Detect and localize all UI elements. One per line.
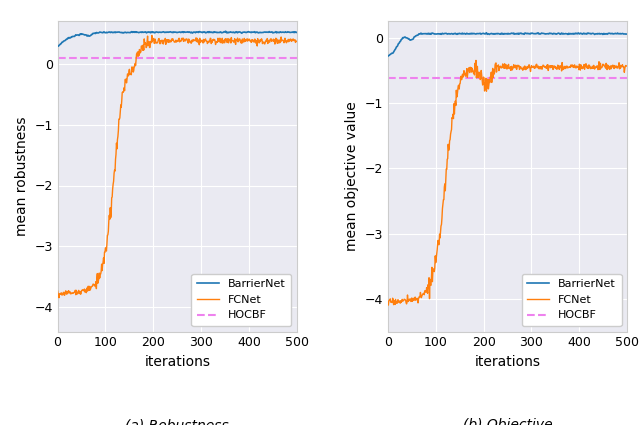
X-axis label: iterations: iterations [144, 355, 211, 369]
BarrierNet [288, 30, 296, 35]
Line: FCNet: FCNet [388, 60, 627, 305]
FCNet [500, 64, 508, 69]
Line: BarrierNet: BarrierNet [388, 33, 627, 56]
FCNet [499, 64, 506, 69]
BarrierNet [499, 31, 507, 37]
BarrierNet [292, 30, 300, 35]
FCNet [623, 63, 630, 68]
FCNet [184, 40, 191, 45]
FCNet [472, 58, 480, 63]
BarrierNet [54, 44, 62, 49]
BarrierNet [250, 29, 258, 34]
FCNet [54, 289, 61, 294]
FCNet [292, 39, 300, 44]
FCNet [385, 303, 392, 308]
FCNet [250, 40, 258, 45]
HOCBF [384, 76, 392, 81]
FCNet [170, 38, 177, 43]
X-axis label: iterations: iterations [474, 355, 541, 369]
HOCBF [385, 76, 392, 81]
HOCBF [54, 55, 62, 60]
BarrierNet [184, 29, 191, 34]
Legend: BarrierNet, FCNet, HOCBF: BarrierNet, FCNet, HOCBF [522, 274, 621, 326]
Legend: BarrierNet, FCNet, HOCBF: BarrierNet, FCNet, HOCBF [191, 274, 291, 326]
FCNet [618, 64, 626, 69]
BarrierNet [527, 31, 534, 36]
BarrierNet [483, 30, 490, 35]
FCNet [527, 65, 535, 70]
BarrierNet [580, 31, 588, 36]
FCNet [580, 67, 588, 72]
Line: BarrierNet: BarrierNet [58, 31, 296, 46]
BarrierNet [222, 28, 230, 34]
BarrierNet [169, 30, 177, 35]
BarrierNet [168, 30, 175, 35]
HOCBF [54, 55, 61, 60]
FCNet [384, 299, 392, 304]
FCNet [148, 33, 156, 38]
Text: (b) Objective: (b) Objective [463, 418, 552, 425]
BarrierNet [618, 31, 625, 36]
Y-axis label: mean objective value: mean objective value [345, 102, 359, 251]
FCNet [197, 40, 205, 45]
FCNet [55, 295, 63, 300]
Y-axis label: mean robustness: mean robustness [15, 116, 29, 236]
BarrierNet [54, 43, 61, 48]
FCNet [288, 39, 296, 44]
Line: FCNet: FCNet [58, 36, 296, 298]
Text: (a) Robustness: (a) Robustness [125, 418, 229, 425]
BarrierNet [514, 31, 522, 37]
BarrierNet [498, 31, 506, 36]
BarrierNet [196, 29, 204, 34]
FCNet [514, 64, 522, 69]
BarrierNet [623, 31, 630, 37]
BarrierNet [384, 54, 392, 59]
FCNet [168, 38, 176, 43]
